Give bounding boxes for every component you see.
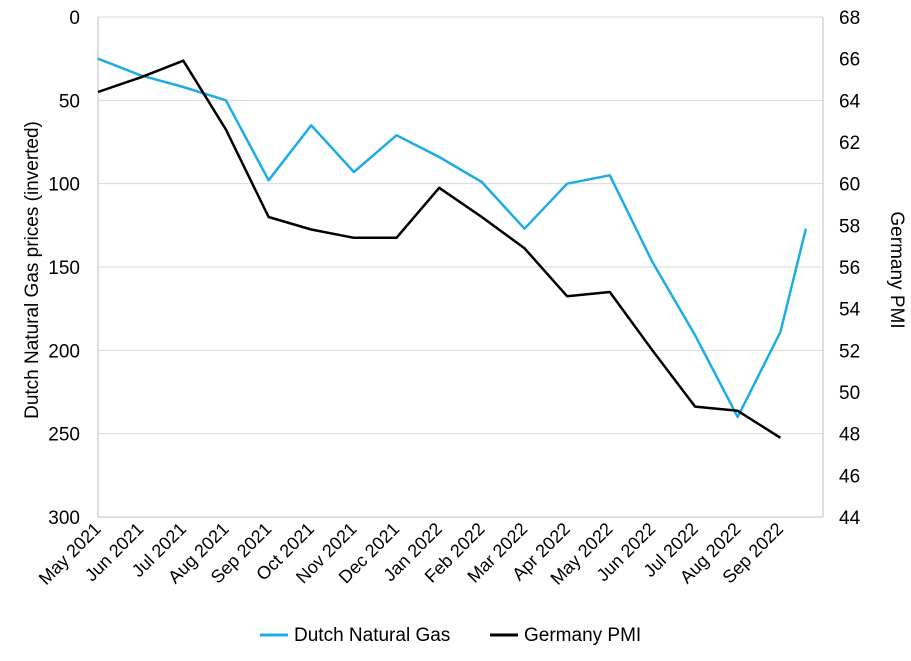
right-axis-label: Germany PMI: [886, 211, 907, 328]
right-tick-label: 58: [839, 216, 860, 237]
left-tick-label: 0: [69, 8, 80, 29]
axes: [97, 17, 824, 518]
left-tick-label: 150: [48, 258, 80, 279]
left-axis-label: Dutch Natural Gas prices (inverted): [22, 121, 43, 419]
left-tick-label: 100: [48, 175, 80, 196]
right-tick-label: 52: [839, 341, 860, 362]
right-tick-label: 62: [839, 133, 860, 154]
left-axis-ticks: 0 50 100 150 200 250 300: [48, 8, 80, 529]
right-tick-label: 50: [839, 383, 860, 404]
legend: Dutch Natural Gas Germany PMI: [260, 625, 641, 646]
gridlines: [98, 16, 823, 435]
right-tick-label: 60: [839, 175, 860, 196]
right-tick-label: 66: [839, 50, 860, 71]
right-tick-label: 44: [839, 508, 861, 529]
right-axis-ticks: 44 46 48 50 52 54 56 58 60 62 64 66 68: [839, 8, 861, 529]
left-tick-label: 50: [59, 91, 80, 112]
right-tick-label: 46: [839, 466, 860, 487]
right-tick-label: 56: [839, 258, 860, 279]
series-line-dutch-natural-gas: [97, 57, 808, 419]
right-tick-label: 54: [839, 300, 861, 321]
legend-label-germany-pmi: Germany PMI: [524, 625, 641, 646]
series-lines: [97, 57, 808, 439]
series-line-germany-pmi: [97, 59, 782, 439]
left-tick-label: 250: [48, 425, 80, 446]
left-tick-label: 200: [48, 341, 80, 362]
right-tick-label: 48: [839, 425, 860, 446]
right-tick-label: 68: [839, 8, 860, 29]
left-tick-label: 300: [48, 508, 80, 529]
legend-label-dutch-natural-gas: Dutch Natural Gas: [294, 625, 450, 646]
right-tick-label: 64: [839, 91, 861, 112]
